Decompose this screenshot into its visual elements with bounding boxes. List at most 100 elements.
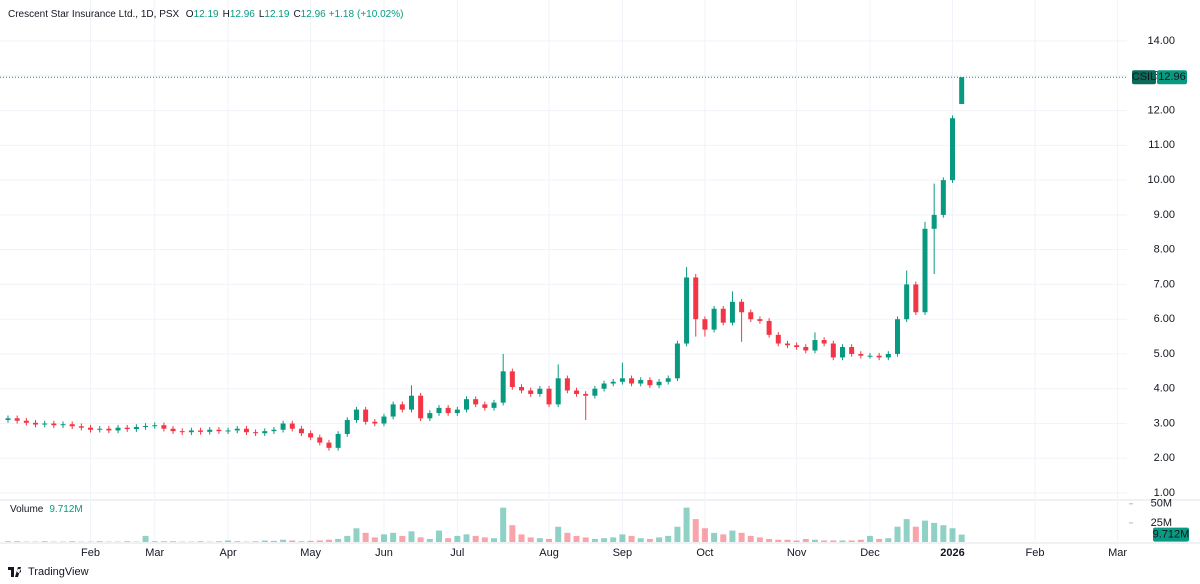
volume-bar xyxy=(839,540,846,542)
candle-body xyxy=(372,421,378,424)
volume-bar xyxy=(674,526,681,542)
candle-body xyxy=(739,301,745,313)
volume-legend: Volume 9.712M xyxy=(10,504,83,515)
volume-bar xyxy=(646,538,653,542)
candle-body xyxy=(42,423,48,425)
volume-bar xyxy=(518,534,525,542)
volume-tick-label: 25M xyxy=(1151,517,1172,529)
candle-body xyxy=(528,390,534,394)
volume-bar xyxy=(564,532,571,542)
volume-bar xyxy=(124,541,131,542)
volume-bar xyxy=(261,540,268,542)
candle-body xyxy=(408,395,414,410)
volume-bar xyxy=(692,519,699,542)
candle-body xyxy=(381,416,387,424)
candle-body xyxy=(482,404,488,408)
candle-body xyxy=(427,413,433,419)
volume-bar xyxy=(280,539,287,542)
symbol-tag-bg xyxy=(1132,70,1156,85)
candle-body xyxy=(894,319,900,354)
x-tick-label: Jul xyxy=(450,547,464,559)
y-tick-label: 14.00 xyxy=(1147,35,1175,47)
brand[interactable]: TradingView xyxy=(8,566,89,578)
volume-bar xyxy=(665,535,672,542)
candle-body xyxy=(161,425,167,429)
candle-body xyxy=(647,380,653,386)
volume-bar xyxy=(885,538,892,542)
candle-body xyxy=(638,380,644,384)
volume-bar xyxy=(729,530,736,542)
high-value: 12.96 xyxy=(229,9,255,20)
volume-bar xyxy=(747,535,754,542)
candle-body xyxy=(876,355,882,358)
candle-body xyxy=(207,429,213,432)
candle-body xyxy=(353,409,359,421)
volume-bar xyxy=(555,526,562,542)
candle-body xyxy=(491,402,497,408)
volume-bar xyxy=(14,541,21,542)
volume-bar xyxy=(784,539,791,542)
candle-body xyxy=(280,423,286,430)
candle-body xyxy=(555,378,561,405)
candle-body xyxy=(464,399,469,410)
candle-body xyxy=(583,393,589,396)
volume-bar xyxy=(41,541,48,542)
volume-bar xyxy=(766,538,773,542)
y-tick-label: 11.00 xyxy=(1148,139,1175,151)
volume-bar xyxy=(509,525,516,542)
volume-bar xyxy=(426,538,433,542)
candle-body xyxy=(216,429,222,432)
volume-bar xyxy=(160,541,167,542)
candle-body xyxy=(363,409,369,422)
y-tick-label: 9.00 xyxy=(1154,209,1175,221)
candle-body xyxy=(473,399,479,405)
candle-body xyxy=(317,437,323,443)
candle-body xyxy=(188,430,194,433)
candle-body xyxy=(729,301,735,323)
volume-bar xyxy=(756,537,763,542)
candle-body xyxy=(610,381,616,384)
candle-body xyxy=(821,340,827,344)
brand-name: TradingView xyxy=(28,566,89,578)
volume-tag-bg xyxy=(1153,527,1189,542)
volume-bar xyxy=(491,538,498,542)
candle-body xyxy=(922,228,928,313)
candle-body xyxy=(748,312,754,320)
candle-body xyxy=(124,427,130,430)
volume-bar xyxy=(408,531,415,542)
volume-bar xyxy=(151,541,158,542)
volume-bar xyxy=(610,537,617,542)
volume-bar xyxy=(582,537,589,542)
candle-body xyxy=(23,420,29,423)
candle-body xyxy=(601,383,607,389)
candle-body xyxy=(390,404,396,417)
open-value: 12.19 xyxy=(193,9,219,20)
candle-body xyxy=(913,284,919,313)
brand-logo xyxy=(8,567,22,577)
volume-bar xyxy=(628,535,635,542)
volume-bar xyxy=(949,528,956,542)
volume-bar xyxy=(225,540,232,542)
volume-bar xyxy=(5,541,11,542)
candle-body xyxy=(867,355,873,357)
candle-body xyxy=(931,214,937,229)
volume-bar xyxy=(380,534,387,542)
candle-body xyxy=(262,431,268,434)
x-tick-label: Aug xyxy=(539,547,559,559)
candle-body xyxy=(454,409,460,414)
price-tag-bg xyxy=(1157,70,1187,85)
volume-bar xyxy=(289,540,296,542)
x-tick-label: Jun xyxy=(375,547,393,559)
volume-bar xyxy=(591,538,598,542)
volume-bar xyxy=(307,540,314,542)
volume-bar xyxy=(619,534,626,542)
candle-body xyxy=(940,180,946,215)
close-value: 12.96 xyxy=(300,9,326,20)
y-tick-label: 5.00 xyxy=(1154,348,1175,360)
volume-bar xyxy=(912,526,919,542)
volume-bar xyxy=(848,540,855,542)
candle-body xyxy=(656,381,662,386)
candle-body xyxy=(619,378,625,382)
candle-body xyxy=(812,340,818,351)
volume-bar xyxy=(958,534,965,542)
